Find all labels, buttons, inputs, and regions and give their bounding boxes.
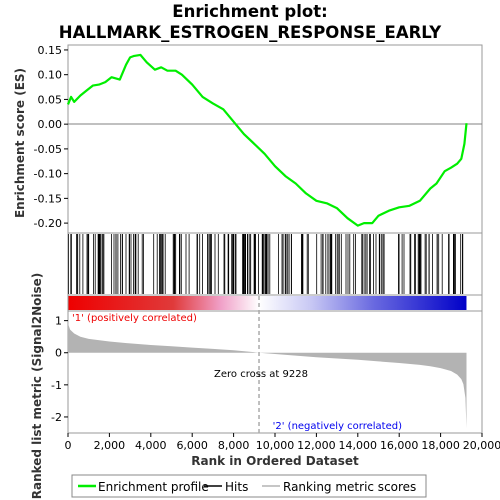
x-tick-label-3: 6,000: [176, 439, 208, 452]
ranked-metric-area: [68, 319, 467, 429]
x-tick-label-0: 0: [65, 439, 72, 452]
metric-y-tick-label-3: -2: [51, 411, 62, 424]
rank-color-bar: [68, 296, 467, 310]
neg-correlated-label: '2' (negatively correlated): [273, 421, 402, 432]
x-tick-label-8: 16,000: [380, 439, 419, 452]
metric-y-tick-label-0: 1: [55, 315, 62, 328]
legend-ranking-label: Ranking metric scores: [283, 480, 416, 494]
x-tick-label-2: 4,000: [135, 439, 167, 452]
legend: Enrichment profile Hits Ranking metric s…: [71, 474, 427, 498]
legend-frame: [71, 474, 427, 498]
x-tick-label-5: 10,000: [256, 439, 295, 452]
chart-title-line1: Enrichment plot:: [172, 2, 327, 21]
x-axis: 0 2,000 4,000 6,000 8,000 10,000 12,000 14,000 1…: [65, 433, 500, 452]
color-bar-fill: [68, 296, 467, 310]
x-tick-label-9: 18,000: [421, 439, 460, 452]
hit-lines: [68, 234, 464, 294]
es-y-tick-label-2: 0.05: [38, 93, 63, 106]
metric-y-tick-label-1: 0: [55, 347, 62, 360]
zero-cross-label: Zero cross at 9228: [214, 369, 308, 380]
es-y-tick-label-7: -0.20: [34, 217, 62, 230]
metric-y-axis: 1 0 -1 -2: [51, 315, 68, 424]
legend-hits-label: Hits: [225, 480, 248, 494]
x-tick-label-10: 20,000: [463, 439, 500, 452]
es-y-label: Enrichment score (ES): [13, 68, 27, 218]
es-panel-frame: [67, 44, 483, 234]
legend-enrichment-label: Enrichment profile: [98, 480, 209, 494]
x-tick-label-1: 2,000: [94, 439, 126, 452]
metric-y-label: Ranked list metric (Signal2Noise): [30, 273, 44, 500]
es-y-tick-label-3: 0.00: [38, 118, 63, 131]
x-tick-label-7: 14,000: [339, 439, 378, 452]
x-axis-label: Rank in Ordered Dataset: [191, 454, 359, 468]
es-y-tick-label-1: 0.10: [38, 69, 63, 82]
es-y-tick-label-5: -0.10: [34, 168, 62, 181]
es-y-axis: 0.15 0.10 0.05 0.00 -0.05 -0.10 -0.15 -0.20: [34, 44, 68, 230]
es-y-tick-label-0: 0.15: [38, 44, 63, 57]
x-tick-label-4: 8,000: [218, 439, 250, 452]
es-profile-line: [66, 53, 468, 227]
pos-correlated-label: '1' (positively correlated): [72, 313, 197, 324]
chart-title-line2: HALLMARK_ESTROGEN_RESPONSE_EARLY: [59, 23, 442, 42]
es-y-tick-label-6: -0.15: [34, 192, 62, 205]
x-tick-label-6: 12,000: [297, 439, 336, 452]
metric-y-tick-label-2: -1: [51, 379, 62, 392]
es-y-tick-label-4: -0.05: [34, 143, 62, 156]
